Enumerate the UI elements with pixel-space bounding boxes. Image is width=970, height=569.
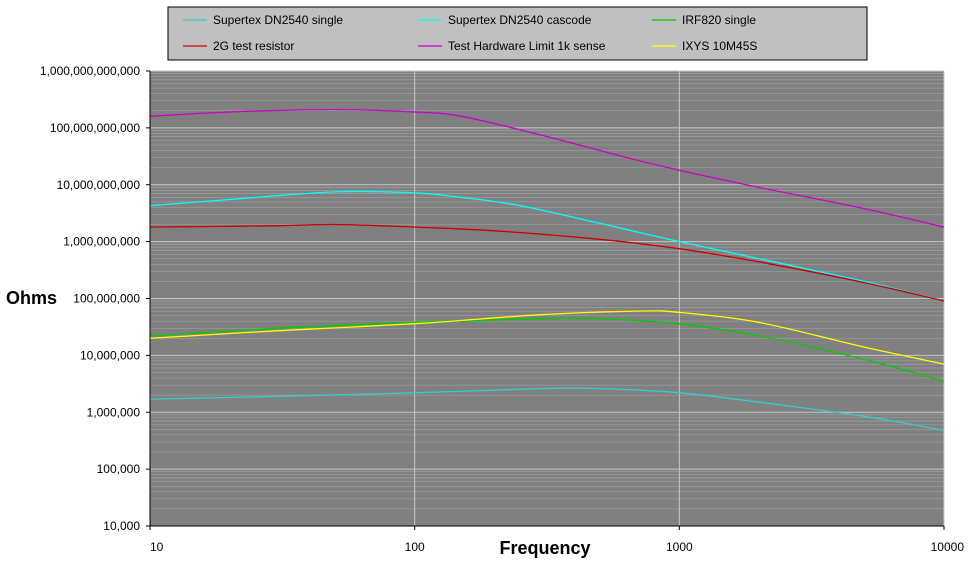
- legend-label-1: Supertex DN2540 cascode: [448, 13, 592, 27]
- legend-label-4: Test Hardware Limit 1k sense: [448, 39, 606, 53]
- legend-label-5: IXYS 10M45S: [682, 39, 757, 53]
- series-line-0: [149, 387, 945, 432]
- y-tick-label: 1,000,000,000,000: [40, 64, 140, 78]
- y-tick-label: 100,000: [97, 462, 141, 476]
- x-tick-label: 10000: [931, 540, 965, 554]
- y-tick-label: 10,000: [103, 519, 140, 533]
- y-tick-label: 100,000,000,000: [50, 121, 140, 135]
- series-line-1: [149, 190, 945, 302]
- series-line-4: [149, 108, 945, 228]
- series-line-3: [149, 223, 945, 302]
- y-axis-title: Ohms: [6, 288, 57, 308]
- x-axis-title: Frequency: [499, 538, 590, 558]
- legend-label-3: 2G test resistor: [213, 39, 294, 53]
- y-tick-label: 1,000,000,000: [63, 235, 140, 249]
- y-tick-label: 10,000,000: [80, 348, 140, 362]
- grid: [149, 70, 945, 527]
- series-line-5: [149, 310, 945, 365]
- x-tick-label: 10: [150, 540, 164, 554]
- y-tick-label: 100,000,000: [73, 292, 140, 306]
- x-tick-label: 100: [405, 540, 425, 554]
- y-tick-label: 10,000,000,000: [57, 178, 141, 192]
- legend-box: [167, 6, 868, 61]
- y-tick-label: 1,000,000: [87, 405, 141, 419]
- axes: 10,000 100,000 1,000,000 10,000,000 100,000,…: [40, 64, 964, 554]
- x-tick-label: 1000: [666, 540, 693, 554]
- legend-label-0: Supertex DN2540 single: [213, 13, 343, 27]
- series-lines: [149, 108, 945, 432]
- series-line-2: [149, 317, 945, 382]
- legend-label-2: IRF820 single: [682, 13, 756, 27]
- legend: Supertex DN2540 single Supertex DN2540 ca…: [167, 6, 868, 61]
